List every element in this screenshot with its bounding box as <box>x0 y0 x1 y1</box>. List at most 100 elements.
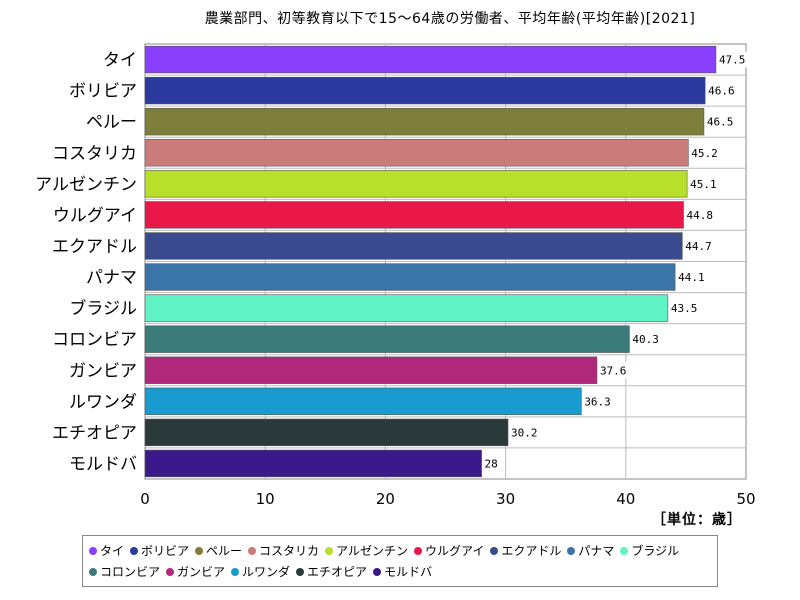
legend-label: アルゼンチン <box>336 544 408 558</box>
value-label: 46.6 <box>708 85 735 98</box>
value-label-background <box>706 82 739 99</box>
legend-label: タイ <box>100 544 125 558</box>
legend-marker <box>413 547 422 555</box>
legend-label: ブラジル <box>631 544 680 558</box>
x-tick-label: 40 <box>616 490 635 508</box>
bar-エチオピア <box>144 418 509 447</box>
legend-item: ペルー <box>195 541 242 562</box>
legend-label: ペルー <box>206 544 243 558</box>
bar-パナマ <box>144 263 676 291</box>
legend-label: ガンビア <box>177 565 226 579</box>
value-label-background <box>704 113 737 130</box>
legend-label: ウルグアイ <box>424 544 485 558</box>
legend-item: ガンビア <box>166 562 225 583</box>
x-tick-label: 0 <box>140 490 150 508</box>
legend-marker <box>248 547 257 555</box>
value-label: 28 <box>485 457 498 470</box>
x-tick-label: 50 <box>736 490 755 508</box>
category-label: アルゼンチン <box>35 175 137 195</box>
legend-label: コロンビア <box>100 565 161 579</box>
legend-item: パナマ <box>567 541 614 562</box>
category-label: タイ <box>103 51 137 71</box>
legend-item: エクアドル <box>490 541 561 562</box>
value-label-background <box>668 300 701 317</box>
legend-marker <box>130 547 139 555</box>
legend-item: ルワンダ <box>231 562 290 583</box>
category-label: ボリビア <box>69 82 137 102</box>
x-tick-label: 10 <box>256 490 275 508</box>
value-label: 44.7 <box>685 240 712 253</box>
value-label: 36.3 <box>584 395 611 408</box>
bar-ペルー <box>144 108 705 136</box>
bar-ルワンダ <box>144 387 582 415</box>
value-label: 44.1 <box>678 271 705 284</box>
bar-モルドバ <box>144 449 482 478</box>
x-tick-label: 30 <box>496 490 515 508</box>
value-label-background <box>509 424 542 441</box>
bar-コロンビア <box>144 325 630 353</box>
legend-marker <box>195 547 204 555</box>
legend-marker <box>325 547 334 555</box>
category-label: コロンビア <box>52 330 137 350</box>
category-label: エクアドル <box>52 237 137 257</box>
category-label: エチオピア <box>52 423 137 443</box>
value-label-background <box>676 269 709 286</box>
legend-label: エクアドル <box>501 544 562 558</box>
x-axis-ticks: 0 10 20 30 40 50 <box>140 490 755 508</box>
legend-label: モルドバ <box>384 565 433 579</box>
value-label: 37.6 <box>600 364 627 377</box>
legend-item: コスタリカ <box>248 541 319 562</box>
value-label-background <box>688 175 721 192</box>
legend-label: ルワンダ <box>242 565 291 579</box>
legend-marker <box>490 547 499 555</box>
x-tick-label: 20 <box>376 490 395 508</box>
category-labels: タイボリビアペルーコスタリカアルゼンチンウルグアイエクアドルパナマブラジルコロン… <box>35 51 137 475</box>
legend-item: ウルグアイ <box>413 541 485 562</box>
bar-タイ <box>144 45 717 74</box>
value-label: 45.2 <box>691 147 718 160</box>
value-label-background <box>689 144 722 161</box>
legend-item: コロンビア <box>89 562 160 583</box>
gridlines <box>145 44 746 479</box>
bar-コスタリカ <box>144 139 689 167</box>
legend-marker <box>166 568 175 576</box>
legend-label: コスタリカ <box>259 544 320 558</box>
category-label: パナマ <box>86 268 137 288</box>
chart-title: 農業部門、初等教育以下で15～64歳の労働者、平均年齢(平均年齢)[2021] <box>204 11 696 27</box>
legend-item: モルドバ <box>373 562 432 583</box>
category-label: コスタリカ <box>52 144 137 164</box>
value-label: 47.5 <box>719 54 746 67</box>
legend-item: タイ <box>89 541 124 562</box>
bar-アルゼンチン <box>144 170 688 198</box>
legend-label: エチオピア <box>307 565 368 579</box>
legend-marker <box>89 547 97 555</box>
value-label: 45.1 <box>690 178 717 191</box>
legend-item: ボリビア <box>130 541 189 562</box>
value-label-background <box>597 362 630 379</box>
bar-エクアドル <box>144 232 683 260</box>
legend-marker <box>296 568 305 576</box>
value-label-background <box>630 331 663 348</box>
legend-marker <box>89 568 97 576</box>
value-label-background <box>684 206 717 223</box>
category-label: ウルグアイ <box>53 206 137 226</box>
category-label: ペルー <box>86 113 137 133</box>
unit-label: ［単位：歳］ <box>652 512 742 528</box>
legend-label: ボリビア <box>141 544 190 558</box>
category-label: ガンビア <box>69 361 137 381</box>
legend-marker <box>567 547 576 555</box>
legend-label: パナマ <box>578 544 615 558</box>
bars <box>144 45 717 478</box>
value-label-background <box>716 51 749 68</box>
bar-ウルグアイ <box>144 201 684 229</box>
legend-item: ブラジル <box>620 541 679 562</box>
legend-marker <box>231 568 240 576</box>
bar-ガンビア <box>144 356 598 384</box>
bar-ブラジル <box>144 294 669 322</box>
category-label: ブラジル <box>69 298 137 319</box>
value-label: 40.3 <box>632 333 659 346</box>
value-label: 30.2 <box>511 426 538 439</box>
value-label-background <box>482 455 501 472</box>
legend-item: エチオピア <box>296 562 367 583</box>
